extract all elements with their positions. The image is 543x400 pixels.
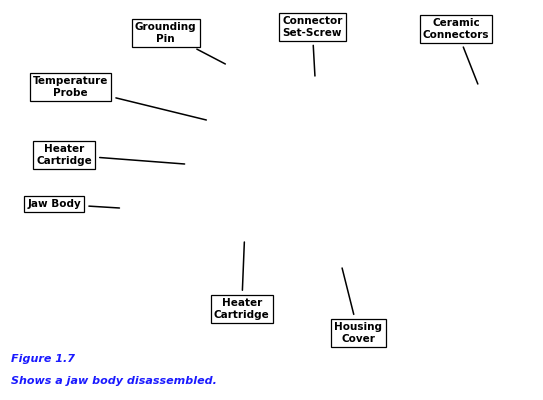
Text: Shows a jaw body disassembled.: Shows a jaw body disassembled.: [11, 376, 217, 386]
Text: Connector
Set-Screw: Connector Set-Screw: [282, 16, 343, 76]
Text: Heater
Cartridge: Heater Cartridge: [214, 242, 269, 320]
Text: Jaw Body: Jaw Body: [28, 199, 119, 209]
Text: Ceramic
Connectors: Ceramic Connectors: [423, 18, 489, 84]
Text: Grounding
Pin: Grounding Pin: [135, 22, 225, 64]
Text: Temperature
Probe: Temperature Probe: [33, 76, 206, 120]
Text: Housing
Cover: Housing Cover: [334, 268, 382, 344]
Text: Figure 1.7: Figure 1.7: [11, 354, 75, 364]
Text: Heater
Cartridge: Heater Cartridge: [36, 144, 185, 166]
